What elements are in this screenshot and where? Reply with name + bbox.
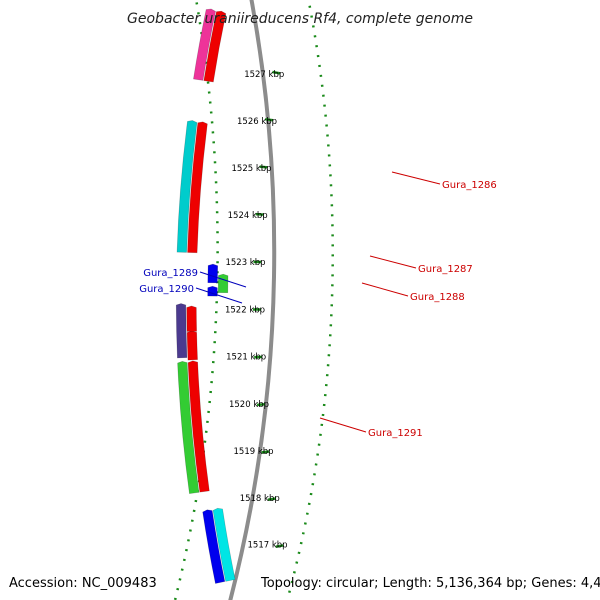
tick-label: 1521 kbp: [226, 353, 266, 363]
gene-label[interactable]: Gura_1288: [410, 292, 465, 303]
tick-label: 1526 kbp: [237, 117, 277, 127]
gene-feature[interactable]: [193, 8, 216, 81]
tick-layer: 1517 kbp 1518 kbp 1519 kbp 1520 kbp 1521 kbp…: [225, 70, 288, 551]
tick-label: 1524 kbp: [228, 211, 268, 221]
tick-label: 1525 kbp: [232, 164, 272, 174]
gene-feature[interactable]: [217, 273, 229, 294]
accession-text: Accession: NC_009483: [9, 576, 157, 591]
tick-track: [173, 0, 334, 600]
tick-label: 1518 kbp: [240, 494, 280, 504]
gene-label-leader: [199, 271, 247, 288]
gene-label-leader: [391, 171, 441, 185]
tick-label: 1522 kbp: [225, 305, 265, 315]
gene-label-leader: [195, 287, 243, 304]
gene-label[interactable]: Gura_1286: [442, 180, 497, 191]
gene-label[interactable]: Gura_1289: [143, 268, 198, 279]
gene-feature[interactable]: [202, 509, 226, 584]
tick-mark: [272, 70, 281, 75]
map-title: Geobacter uraniireducens Rf4, complete g…: [127, 11, 473, 27]
tick-mark: [265, 117, 274, 122]
gene-feature[interactable]: [207, 263, 219, 284]
gene-feature[interactable]: [203, 10, 227, 83]
genome-stats-text: Topology: circular; Length: 5,136,364 bp…: [260, 576, 600, 591]
gene-label-layer: Gura_1286 Gura_1287 Gura_1288 Gura_1289 Gura…: [139, 171, 497, 439]
gene-feature[interactable]: [187, 121, 208, 254]
gene-label-leader: [369, 255, 417, 269]
gene-feature[interactable]: [186, 330, 198, 361]
backbone-arc: [228, 0, 277, 600]
gene-feature[interactable]: [207, 285, 218, 297]
gene-label[interactable]: Gura_1287: [418, 264, 473, 275]
gene-feature[interactable]: [186, 305, 197, 332]
tick-label: 1523 kbp: [225, 258, 265, 268]
inner-dotted-track: [288, 0, 334, 593]
gene-label[interactable]: Gura_1291: [368, 428, 423, 439]
gene-feature[interactable]: [212, 507, 236, 582]
gene-label-leader: [319, 417, 367, 433]
feature-layer: [175, 8, 236, 584]
gene-feature[interactable]: [187, 360, 210, 493]
tick-mark: [261, 450, 270, 454]
tick-mark: [255, 212, 264, 216]
tick-label: 1520 kbp: [229, 400, 269, 410]
gene-label-leader: [361, 282, 409, 297]
tick-label: 1517 kbp: [248, 541, 288, 551]
backbone-line: [228, 0, 277, 600]
tick-mark: [259, 165, 268, 169]
gene-feature[interactable]: [176, 120, 198, 253]
gene-label[interactable]: Gura_1290: [139, 284, 194, 295]
tick-mark: [256, 403, 266, 407]
gene-feature[interactable]: [177, 361, 200, 494]
tick-label: 1519 kbp: [234, 447, 274, 457]
tick-mark: [275, 544, 284, 548]
gene-feature[interactable]: [175, 303, 188, 359]
tick-label: 1527 kbp: [244, 70, 284, 80]
outer-dotted-track: [173, 0, 219, 600]
tick-mark: [267, 497, 276, 501]
